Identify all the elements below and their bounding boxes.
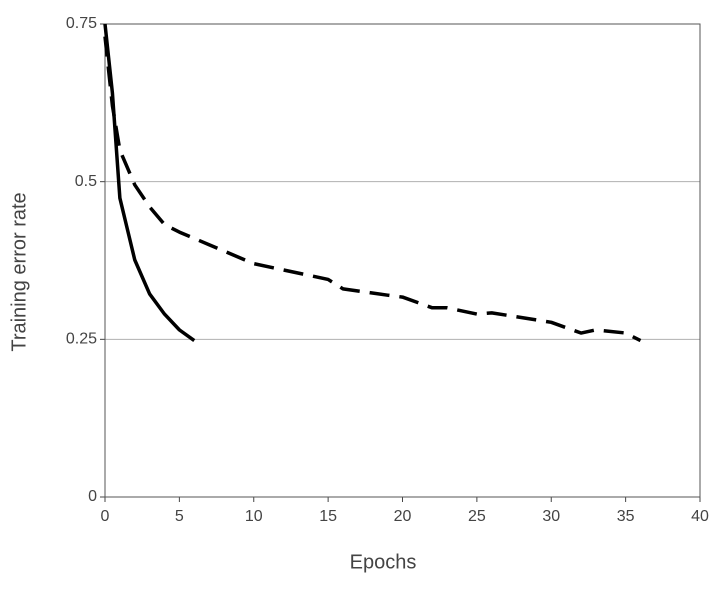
x-tick-label: 15 <box>319 508 337 525</box>
solid-line <box>103 23 196 343</box>
x-tick-label: 0 <box>101 508 110 525</box>
x-axis-title: Epochs <box>350 551 417 573</box>
y-axis-title: Training error rate <box>8 192 30 351</box>
y-tick-label: 0.75 <box>66 15 97 32</box>
x-tick-label: 10 <box>245 508 263 525</box>
x-tick-label: 35 <box>617 508 635 525</box>
x-tick-label: 20 <box>394 508 412 525</box>
x-tick-label: 30 <box>542 508 560 525</box>
y-tick-label: 0 <box>88 488 97 505</box>
dashed-line <box>103 36 642 343</box>
x-tick-label: 25 <box>468 508 486 525</box>
x-tick-label: 5 <box>175 508 184 525</box>
y-tick-label: 0.25 <box>66 331 97 348</box>
y-tick-label: 0.5 <box>75 173 97 190</box>
x-tick-label: 40 <box>691 508 709 525</box>
plot-frame <box>104 23 701 498</box>
